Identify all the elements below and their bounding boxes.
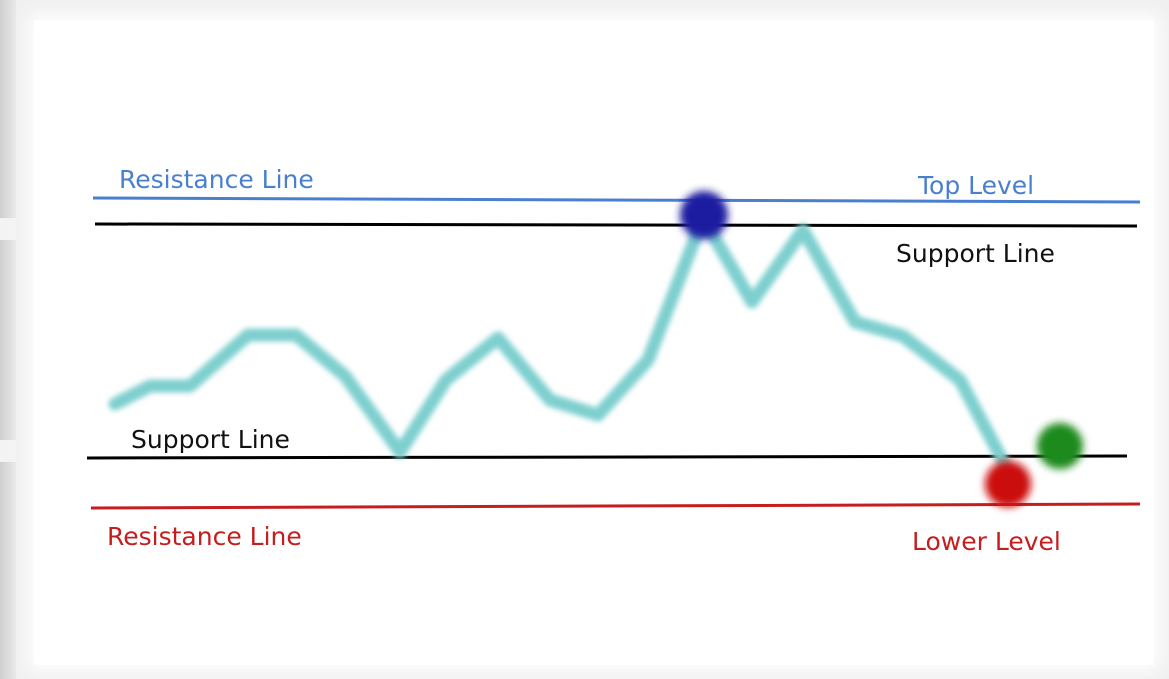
window-edge [0,0,16,679]
lower-level-label: Lower Level [912,527,1061,556]
lower-support-label: Support Line [131,425,290,454]
upper-support-line [94,222,1138,228]
top-resistance-line [92,196,1141,204]
breakout-marker [1037,423,1083,469]
bottom-resistance-line [90,502,1141,510]
diagram-panel [34,20,1154,665]
top-level-label: Top Level [917,171,1034,200]
edge-notch [0,218,16,240]
lower-level-marker [985,461,1031,507]
lower-support-line [86,454,1128,460]
bottom-resistance-label: Resistance Line [107,522,302,551]
top-resistance-label: Resistance Line [119,165,314,194]
top-level-marker [680,191,728,239]
upper-support-label: Support Line [896,239,1055,268]
price-line [108,211,1012,472]
edge-notch [0,440,16,462]
